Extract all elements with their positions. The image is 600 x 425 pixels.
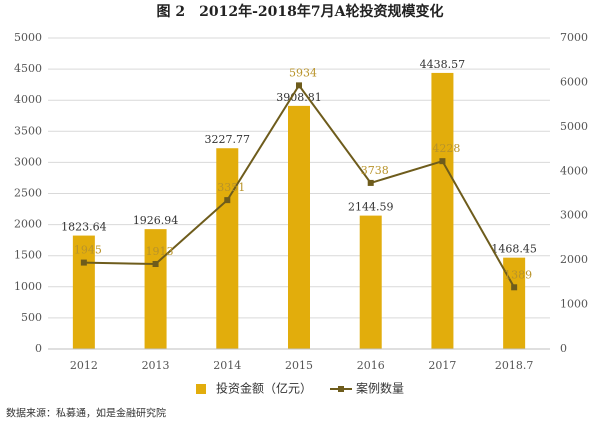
legend-swatch — [196, 384, 206, 394]
y2-tick-label: 5000 — [560, 120, 588, 133]
chart-title: 图 2 2012年-2018年7月A轮投资规模变化 — [157, 3, 444, 20]
x-tick-label: 2018.7 — [495, 359, 534, 372]
bar — [503, 257, 526, 349]
line-marker — [152, 261, 159, 268]
x-tick-label: 2016 — [357, 359, 385, 372]
bar — [359, 215, 382, 349]
y2-tick-label: 4000 — [560, 164, 588, 177]
y2-tick-label: 7000 — [560, 31, 588, 44]
y-tick-label: 3500 — [14, 124, 42, 137]
y2-tick-label: 0 — [560, 342, 567, 355]
line-value-label: 5934 — [289, 66, 317, 79]
line-marker — [439, 158, 446, 165]
y2-tick-label: 1000 — [560, 298, 588, 311]
y-tick-label: 500 — [21, 311, 42, 324]
y-tick-label: 1000 — [14, 280, 42, 293]
y-tick-label: 4000 — [14, 93, 42, 106]
y-tick-label: 1500 — [14, 249, 42, 262]
bar-value-label: 2144.59 — [348, 201, 394, 214]
y-tick-label: 0 — [35, 342, 42, 355]
x-tick-label: 2017 — [428, 359, 456, 372]
x-tick-label: 2015 — [285, 359, 313, 372]
line-value-label: 1389 — [504, 268, 532, 281]
bar — [72, 235, 95, 349]
line-value-label: 4228 — [432, 142, 460, 155]
x-tick-label: 2014 — [213, 359, 241, 372]
y-tick-label: 2000 — [14, 218, 42, 231]
x-tick-label: 2012 — [70, 359, 98, 372]
bar-value-label: 3908.81 — [276, 91, 322, 104]
bar-value-label: 1926.94 — [133, 214, 179, 227]
legend-swatch — [338, 386, 344, 392]
y2-tick-label: 3000 — [560, 209, 588, 222]
line-value-label: 1913 — [146, 245, 174, 258]
line-marker — [296, 82, 302, 89]
legend-label: 案例数量 — [356, 381, 404, 396]
bar — [216, 148, 239, 349]
line-value-label: 3738 — [361, 164, 389, 177]
bar-value-label: 1823.64 — [61, 221, 107, 234]
bar-value-label: 1468.45 — [491, 243, 537, 256]
x-tick-label: 2013 — [142, 359, 170, 372]
line-value-label: 1945 — [74, 244, 102, 257]
line-marker — [80, 259, 87, 266]
y2-tick-label: 6000 — [560, 75, 588, 88]
bar-value-label: 3227.77 — [205, 133, 251, 146]
line-value-label: 3351 — [217, 181, 245, 194]
legend-label: 投资金额（亿元） — [216, 381, 312, 396]
line-marker — [511, 284, 518, 291]
y-tick-label: 4500 — [14, 62, 42, 75]
bar-value-label: 4438.57 — [420, 58, 466, 71]
source-note: 数据来源：私募通，如是金融研究院 — [6, 407, 166, 420]
line-marker — [367, 179, 374, 186]
y2-tick-label: 2000 — [560, 253, 588, 266]
line-marker — [224, 197, 231, 204]
y-tick-label: 3000 — [14, 155, 42, 168]
bar — [431, 72, 454, 349]
y-tick-label: 2500 — [14, 187, 42, 200]
bar — [288, 105, 310, 350]
y-tick-label: 5000 — [14, 31, 42, 44]
